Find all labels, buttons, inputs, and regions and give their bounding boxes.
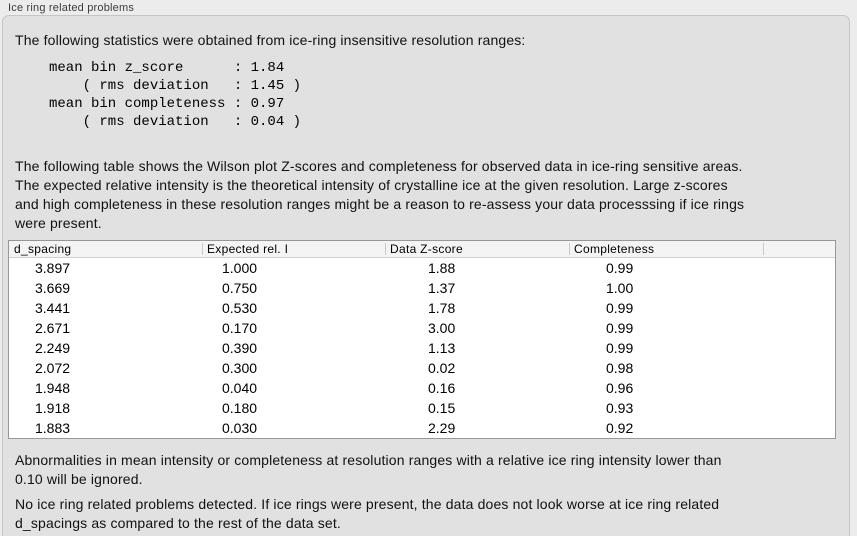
table-row[interactable]: 1.948 0.040 0.16 0.96	[9, 378, 835, 398]
cell-data-z-score: 3.00	[428, 320, 456, 336]
cell-completeness: 0.99	[606, 340, 634, 356]
cell-expected-rel-i: 0.750	[222, 280, 258, 296]
column-header-data-z-score: Data Z-score	[385, 241, 569, 257]
cell-expected-rel-i: 0.530	[222, 300, 258, 316]
column-header-expected-rel-i: Expected rel. I	[202, 241, 385, 257]
conclusion-text: No ice ring related problems detected. I…	[15, 496, 720, 531]
cell-data-z-score: 0.02	[428, 360, 456, 376]
table-row[interactable]: 2.072 0.300 0.02 0.98	[9, 358, 835, 378]
table-body: 3.897 1.000 1.88 0.99 3.669 0.750 1.37 1…	[9, 258, 835, 438]
cell-expected-rel-i: 0.170	[222, 320, 258, 336]
cell-d-spacing: 2.249	[35, 340, 71, 356]
cell-d-spacing: 2.072	[35, 360, 71, 376]
table-description: The following table shows the Wilson plo…	[15, 158, 745, 231]
intro-text: The following statistics were obtained f…	[15, 32, 526, 48]
table-row[interactable]: 1.883 0.030 2.29 0.92	[9, 418, 835, 438]
ice-ring-table: d_spacing Expected rel. I Data Z-score C…	[8, 240, 836, 439]
cell-d-spacing: 1.918	[35, 400, 71, 416]
cell-expected-rel-i: 0.390	[222, 340, 258, 356]
cell-completeness: 0.92	[606, 420, 634, 436]
cell-completeness: 0.99	[606, 320, 634, 336]
table-header-row: d_spacing Expected rel. I Data Z-score C…	[9, 241, 835, 258]
ice-ring-panel: The following statistics were obtained f…	[2, 15, 850, 536]
cell-completeness: 0.93	[606, 400, 634, 416]
cell-data-z-score: 1.78	[428, 300, 456, 316]
cell-data-z-score: 0.16	[428, 380, 456, 396]
table-row[interactable]: 1.918 0.180 0.15 0.93	[9, 398, 835, 418]
ignore-threshold-note: Abnormalities in mean intensity or compl…	[15, 452, 722, 487]
cell-expected-rel-i: 0.040	[222, 380, 258, 396]
cell-completeness: 0.99	[606, 260, 634, 276]
cell-completeness: 0.96	[606, 380, 634, 396]
table-row[interactable]: 3.441 0.530 1.78 0.99	[9, 298, 835, 318]
cell-completeness: 0.98	[606, 360, 634, 376]
cell-data-z-score: 1.88	[428, 260, 456, 276]
cell-d-spacing: 2.671	[35, 320, 71, 336]
cell-d-spacing: 1.948	[35, 380, 71, 396]
cell-d-spacing: 3.897	[35, 260, 71, 276]
table-row[interactable]: 2.249 0.390 1.13 0.99	[9, 338, 835, 358]
cell-expected-rel-i: 1.000	[222, 260, 258, 276]
cell-data-z-score: 1.37	[428, 280, 456, 296]
cell-expected-rel-i: 0.030	[222, 420, 258, 436]
cell-expected-rel-i: 0.300	[222, 360, 258, 376]
table-row[interactable]: 2.671 0.170 3.00 0.99	[9, 318, 835, 338]
section-title: Ice ring related problems	[8, 2, 135, 14]
cell-d-spacing: 3.441	[35, 300, 71, 316]
column-header-completeness: Completeness	[569, 241, 763, 257]
cell-d-spacing: 3.669	[35, 280, 71, 296]
cell-completeness: 1.00	[606, 280, 634, 296]
cell-expected-rel-i: 0.180	[222, 400, 258, 416]
column-header-spacer	[763, 241, 835, 257]
cell-data-z-score: 2.29	[428, 420, 456, 436]
cell-data-z-score: 1.13	[428, 340, 456, 356]
table-row[interactable]: 3.897 1.000 1.88 0.99	[9, 258, 835, 278]
stats-block: mean bin z_score : 1.84 ( rms deviation …	[49, 60, 302, 130]
column-header-d-spacing: d_spacing	[14, 242, 72, 256]
cell-completeness: 0.99	[606, 300, 634, 316]
cell-d-spacing: 1.883	[35, 420, 71, 436]
table-row[interactable]: 3.669 0.750 1.37 1.00	[9, 278, 835, 298]
cell-data-z-score: 0.15	[428, 400, 456, 416]
